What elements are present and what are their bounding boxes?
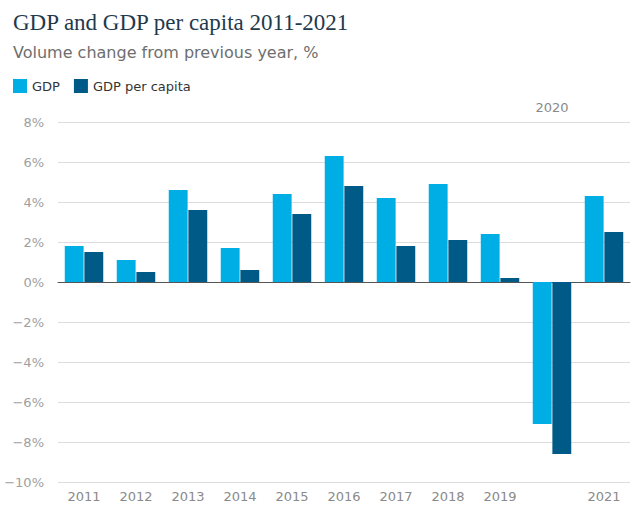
svg-text:−8%: −8%	[12, 435, 44, 450]
svg-text:2011: 2011	[67, 489, 100, 504]
svg-text:2021: 2021	[587, 489, 620, 504]
svg-text:2012: 2012	[119, 489, 152, 504]
svg-text:−6%: −6%	[12, 395, 44, 410]
svg-text:2%: 2%	[23, 235, 44, 250]
svg-text:2020: 2020	[535, 100, 568, 115]
svg-text:Volume change from previous ye: Volume change from previous year, %	[13, 43, 318, 62]
svg-text:0%: 0%	[23, 275, 44, 290]
svg-text:2018: 2018	[431, 489, 464, 504]
svg-text:2019: 2019	[483, 489, 516, 504]
svg-text:2014: 2014	[223, 489, 256, 504]
svg-text:6%: 6%	[23, 155, 44, 170]
svg-text:2016: 2016	[327, 489, 360, 504]
svg-text:GDP: GDP	[32, 79, 60, 94]
svg-text:2017: 2017	[379, 489, 412, 504]
svg-text:−10%: −10%	[4, 475, 44, 490]
svg-text:2015: 2015	[275, 489, 308, 504]
svg-text:2013: 2013	[171, 489, 204, 504]
svg-text:−2%: −2%	[12, 315, 44, 330]
svg-text:GDP and GDP per capita 2011-20: GDP and GDP per capita 2011-2021	[13, 10, 348, 35]
svg-text:8%: 8%	[23, 115, 44, 130]
svg-text:4%: 4%	[23, 195, 44, 210]
svg-text:−4%: −4%	[12, 355, 44, 370]
svg-text:GDP per capita: GDP per capita	[93, 79, 191, 94]
